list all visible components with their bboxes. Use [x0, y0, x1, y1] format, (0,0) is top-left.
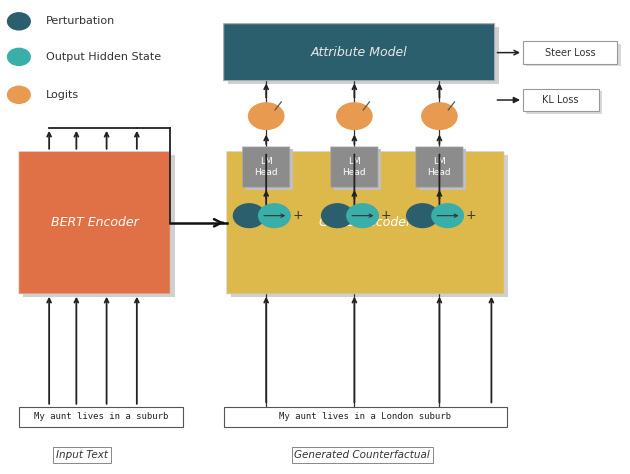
- Text: +: +: [292, 209, 303, 222]
- FancyBboxPatch shape: [227, 152, 504, 294]
- FancyBboxPatch shape: [228, 27, 499, 84]
- Text: My aunt lives in a London suburb: My aunt lives in a London suburb: [279, 412, 452, 421]
- Circle shape: [259, 204, 290, 228]
- Circle shape: [432, 204, 464, 228]
- Text: Attribute Model: Attribute Model: [311, 46, 408, 59]
- Circle shape: [322, 204, 353, 228]
- FancyBboxPatch shape: [224, 407, 507, 427]
- Text: My aunt lives in a suburb: My aunt lives in a suburb: [33, 412, 168, 421]
- FancyBboxPatch shape: [419, 149, 466, 190]
- FancyBboxPatch shape: [523, 41, 617, 64]
- FancyBboxPatch shape: [526, 44, 621, 66]
- FancyBboxPatch shape: [246, 149, 293, 190]
- FancyBboxPatch shape: [19, 152, 170, 294]
- Text: Generated Counterfactual: Generated Counterfactual: [294, 450, 430, 460]
- FancyBboxPatch shape: [526, 91, 602, 114]
- Text: KL Loss: KL Loss: [542, 95, 579, 105]
- Text: LM
Head: LM Head: [255, 157, 278, 177]
- Circle shape: [233, 204, 265, 228]
- Text: Input Text: Input Text: [56, 450, 108, 460]
- Text: BERT Encoder: BERT Encoder: [50, 216, 139, 229]
- Text: Logits: Logits: [46, 90, 79, 100]
- Circle shape: [8, 13, 30, 30]
- FancyBboxPatch shape: [334, 149, 381, 190]
- Circle shape: [248, 103, 284, 129]
- Text: GPT-2 Decoder: GPT-2 Decoder: [319, 216, 411, 229]
- FancyBboxPatch shape: [331, 147, 378, 187]
- Text: Steer Loss: Steer Loss: [545, 47, 595, 58]
- Text: +: +: [381, 209, 391, 222]
- Text: Perturbation: Perturbation: [46, 16, 115, 27]
- FancyBboxPatch shape: [23, 155, 175, 297]
- FancyBboxPatch shape: [19, 407, 183, 427]
- Circle shape: [422, 103, 457, 129]
- FancyBboxPatch shape: [224, 24, 495, 81]
- Circle shape: [346, 204, 378, 228]
- Text: LM
Head: LM Head: [343, 157, 366, 177]
- Circle shape: [407, 204, 438, 228]
- Circle shape: [8, 86, 30, 103]
- Circle shape: [336, 103, 372, 129]
- Text: +: +: [466, 209, 476, 222]
- FancyBboxPatch shape: [416, 147, 463, 187]
- FancyBboxPatch shape: [231, 155, 508, 297]
- FancyBboxPatch shape: [523, 89, 598, 111]
- Text: Output Hidden State: Output Hidden State: [46, 52, 161, 62]
- Text: LM
Head: LM Head: [428, 157, 451, 177]
- FancyBboxPatch shape: [243, 147, 290, 187]
- Circle shape: [8, 48, 30, 65]
